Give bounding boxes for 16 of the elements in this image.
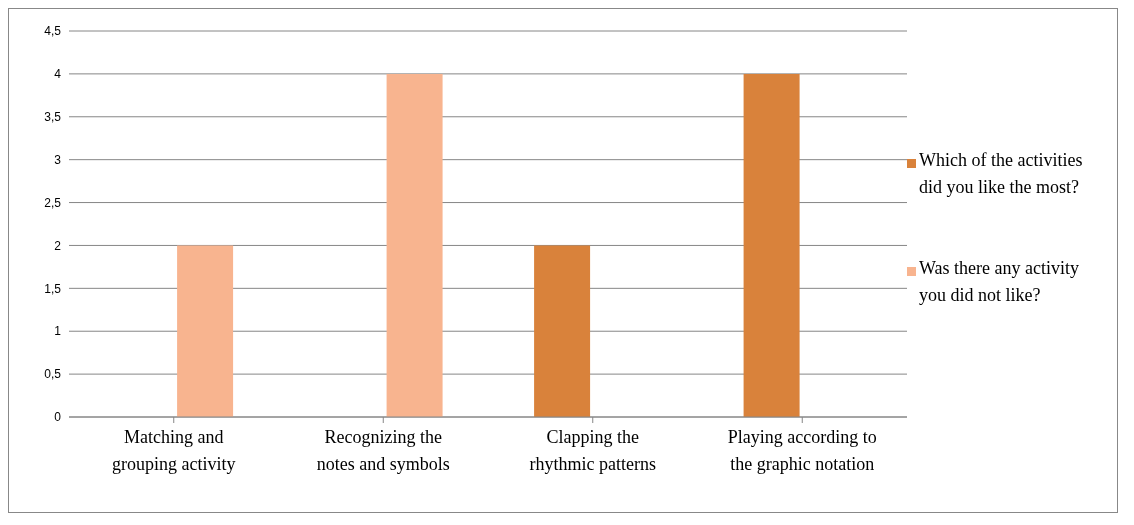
y-tick-label: 4 <box>54 67 62 82</box>
legend-label: Was there any activity you did not like? <box>919 256 1080 307</box>
y-tick-label: 1 <box>54 324 62 339</box>
y-tick-label: 0 <box>54 410 62 425</box>
x-tick-label: Matching and grouping activity <box>112 427 236 474</box>
y-tick-label: 0,5 <box>44 367 62 382</box>
x-tick-label: Recognizing the notes and symbols <box>316 427 450 474</box>
legend-label: Which of the activities did you like the most? <box>919 148 1084 199</box>
x-tick-label: Clapping the rhythmic patterns <box>529 427 656 474</box>
y-tick-label: 3 <box>54 152 62 167</box>
y-tick-label: 2,5 <box>44 195 62 210</box>
y-tick-label: 4,5 <box>44 24 62 39</box>
y-tick-label: 2 <box>54 238 62 253</box>
x-tick-label: Playing according to the graphic notation <box>727 427 877 474</box>
y-tick-label: 3,5 <box>44 110 62 125</box>
y-tick-label: 1,5 <box>44 281 62 296</box>
